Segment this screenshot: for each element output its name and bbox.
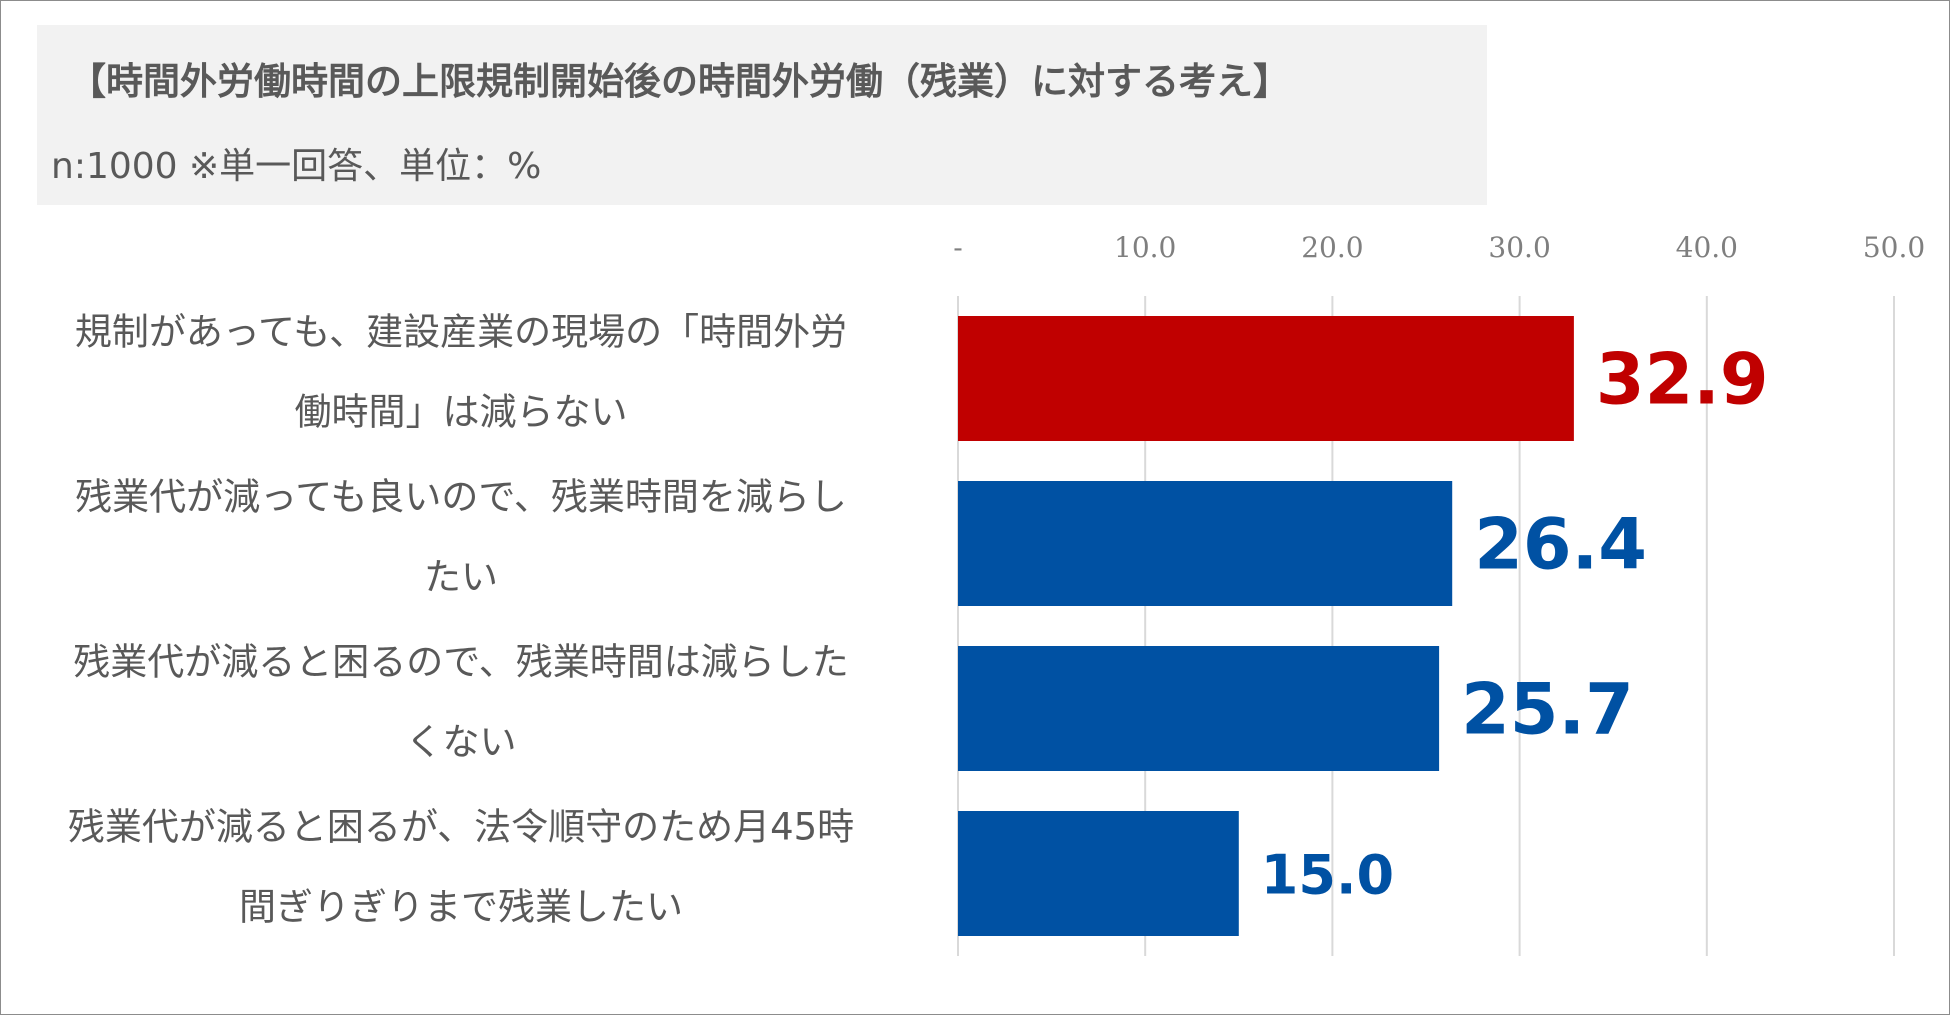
- chart-title: 【時間外労働時間の上限規制開始後の時間外労働（残業）に対する考え】: [69, 60, 1290, 103]
- data-label: 26.4: [1474, 504, 1647, 586]
- data-label: 32.9: [1596, 339, 1769, 421]
- category-label: 働時間」は減らない: [295, 391, 628, 434]
- data-label: 15.0: [1261, 844, 1394, 907]
- bar: [958, 646, 1440, 771]
- x-tick-label: 10.0: [1114, 231, 1176, 264]
- category-label: 規制があっても、建設産業の現場の「時間外労: [75, 311, 847, 354]
- bar: [958, 316, 1574, 441]
- category-label: 間ぎりぎりまで残業したい: [239, 886, 683, 929]
- x-tick-label: 50.0: [1863, 231, 1925, 264]
- category-label: 残業代が減ると困るが、法令順守のため月45時: [68, 806, 854, 849]
- category-label: 残業代が減っても良いので、残業時間を減らし: [75, 476, 847, 519]
- x-tick-label: 40.0: [1676, 231, 1738, 264]
- x-tick-label: 30.0: [1488, 231, 1550, 264]
- bar: [958, 811, 1239, 936]
- category-label: たい: [424, 556, 498, 599]
- x-tick-label: -: [953, 231, 962, 264]
- bar: [958, 481, 1453, 606]
- data-label: 25.7: [1461, 669, 1634, 751]
- chart-subtitle: n:1000 ※単一回答、単位：%: [51, 146, 542, 187]
- x-tick-label: 20.0: [1301, 231, 1363, 264]
- category-label: 残業代が減ると困るので、残業時間は減らした: [73, 641, 849, 684]
- title-box: [37, 25, 1487, 205]
- category-label: くない: [406, 721, 517, 764]
